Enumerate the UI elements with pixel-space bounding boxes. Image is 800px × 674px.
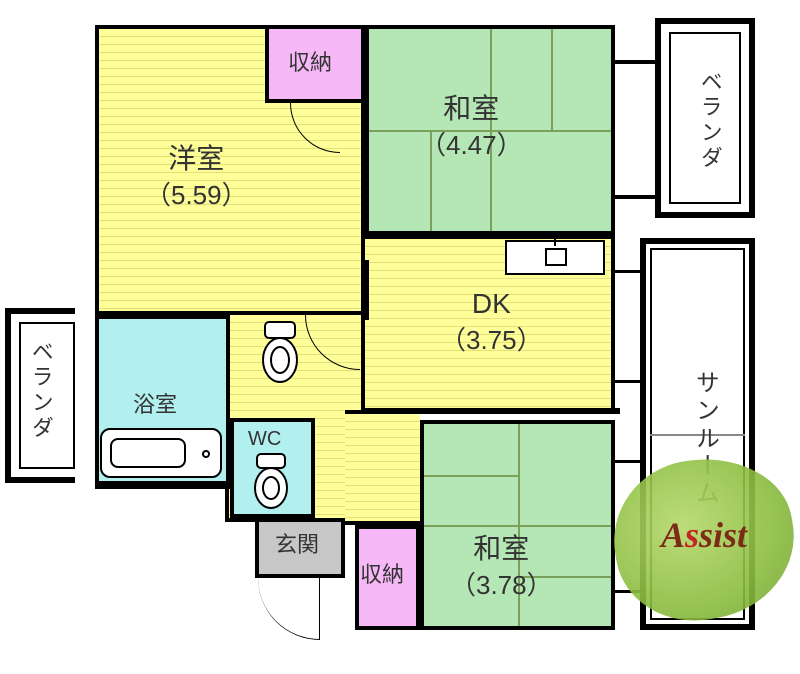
label-western: 洋室 （5.59）: [145, 140, 248, 213]
toilet-icon: [248, 452, 294, 517]
label-dk: DK （3.75）: [440, 285, 543, 358]
wall-dk-bottom: [365, 408, 620, 414]
wall-dk-left: [363, 260, 369, 320]
sink-icon: [505, 240, 605, 275]
label-balcony-left: ベランダ: [26, 340, 56, 441]
window-washitsu1-right: [611, 60, 655, 64]
wall-bottom-left: [95, 483, 233, 489]
label-storage-2: 収納: [360, 560, 404, 590]
label-entrance: 玄関: [275, 530, 319, 560]
label-washitsu-1: 和室 （4.47）: [420, 90, 523, 163]
label-balcony-right: ベランダ: [695, 70, 725, 171]
floorplan: ベランダ 洋室 （5.59） 収納 和室 （4.47） ベランダ: [0, 0, 800, 674]
toilet-icon-hall: [255, 320, 305, 395]
label-storage-1: 収納: [288, 48, 332, 78]
hall-strip: [345, 410, 420, 525]
label-sunroom: サンルーム: [688, 370, 720, 508]
label-washitsu-2: 和室 （3.78）: [450, 530, 553, 603]
label-wc: WC: [248, 426, 281, 453]
door-entrance: [258, 578, 320, 640]
label-bath: 浴室: [133, 390, 177, 420]
bathtub-icon: [100, 428, 222, 478]
